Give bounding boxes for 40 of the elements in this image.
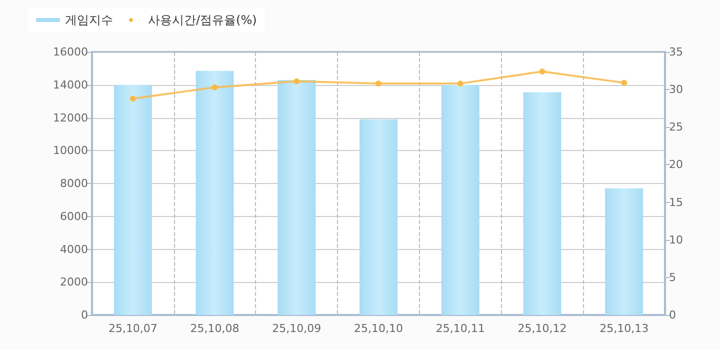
bar bbox=[605, 188, 644, 315]
point bbox=[621, 80, 628, 86]
bar bbox=[114, 84, 152, 315]
point bbox=[376, 80, 382, 87]
y-tick-label: 2000 bbox=[60, 276, 88, 289]
x-tick-label: 25,10,07 bbox=[108, 322, 158, 335]
y-tick-label: 10000 bbox=[53, 144, 88, 158]
y2-tick-label: 20 bbox=[669, 158, 683, 172]
y-tick-label: 14000 bbox=[53, 78, 88, 92]
point bbox=[457, 80, 464, 87]
y-tick-label: 4000 bbox=[60, 242, 88, 256]
point bbox=[539, 68, 546, 75]
y-tick-label: 6000 bbox=[60, 210, 88, 223]
bar bbox=[360, 119, 398, 315]
x-tick-label: 25,10,12 bbox=[518, 322, 567, 335]
x-tick-label: 25,10,13 bbox=[600, 322, 649, 335]
legend-label: 사용시간/점유율(%) bbox=[148, 13, 257, 27]
y2-tick-label: 30 bbox=[669, 83, 683, 96]
bar bbox=[441, 84, 480, 315]
y2-tick-label: 15 bbox=[669, 196, 683, 209]
y2-tick-label: 35 bbox=[669, 46, 683, 58]
x-tick-label: 25,10,10 bbox=[354, 322, 403, 335]
y-tick-label: 16000 bbox=[53, 46, 88, 58]
point bbox=[294, 78, 300, 84]
x-tick-label: 25,10,11 bbox=[436, 322, 485, 335]
y-tick-label: 12000 bbox=[53, 111, 88, 124]
y2-tick-label: 0 bbox=[669, 308, 676, 322]
y2-tick-label: 25 bbox=[669, 120, 683, 134]
x-tick-label: 25,10,09 bbox=[272, 322, 322, 335]
y2-tick-label: 5 bbox=[669, 270, 676, 284]
x-tick-label: 25,10,08 bbox=[190, 322, 240, 335]
y-tick-label: 8000 bbox=[60, 177, 88, 190]
bar bbox=[278, 80, 316, 315]
y-tick-label: 0 bbox=[81, 308, 88, 322]
bar bbox=[523, 92, 562, 315]
y2-tick-label: 10 bbox=[669, 233, 683, 246]
point bbox=[130, 96, 136, 102]
legend-label: 게임지수 bbox=[65, 13, 113, 27]
bar bbox=[196, 70, 234, 315]
point bbox=[212, 84, 218, 90]
